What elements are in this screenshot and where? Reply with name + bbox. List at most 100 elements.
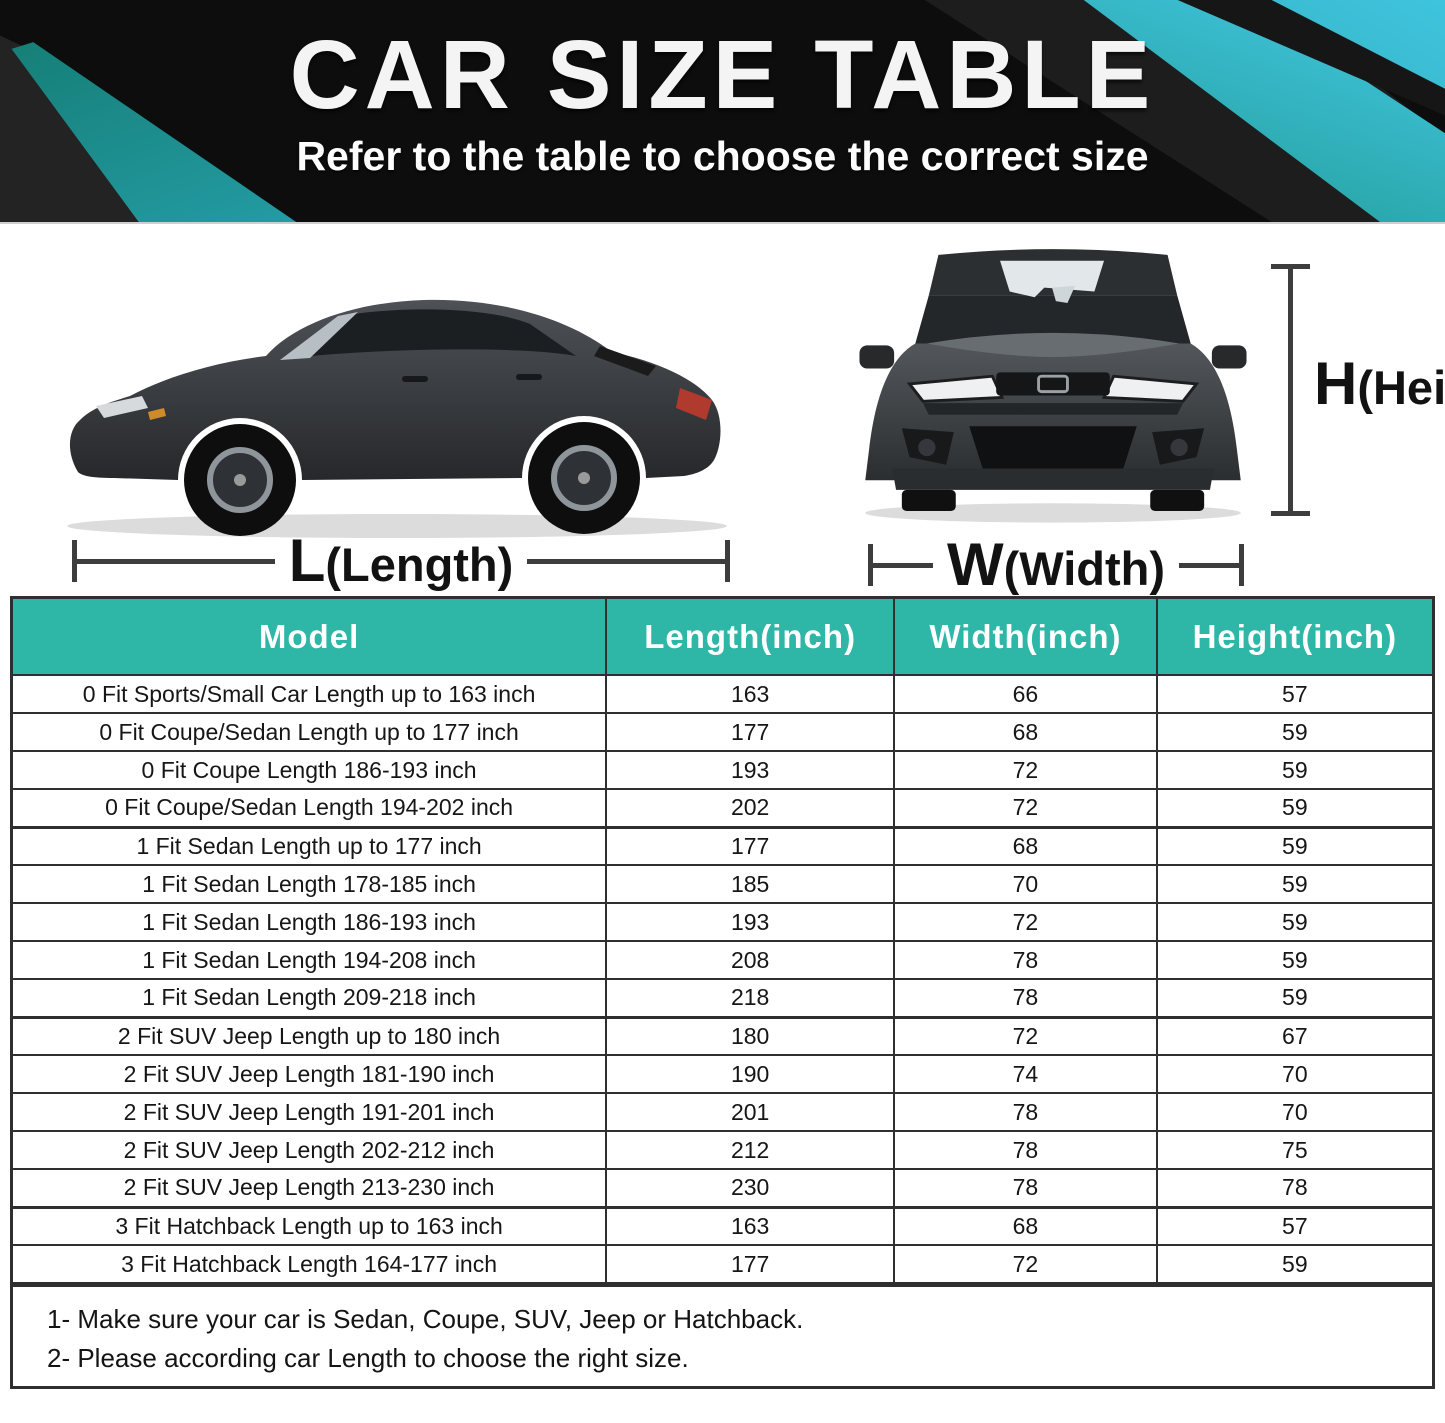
- height-cell: 59: [1155, 902, 1432, 942]
- height-cell: 59: [1155, 788, 1432, 828]
- width-cell: 78: [893, 978, 1158, 1018]
- header-model: Model: [13, 599, 608, 676]
- footnote-1: 1- Make sure your car is Sedan, Coupe, S…: [47, 1304, 804, 1334]
- dimension-line: [873, 562, 933, 568]
- width-label-rest: (Width): [1003, 542, 1166, 595]
- grille-lower-bar: [923, 403, 1183, 415]
- header-height: Height(inch): [1155, 599, 1432, 676]
- model-cell: 1 Fit Sedan Length up to 177 inch: [13, 825, 608, 866]
- length-cell: 177: [605, 1244, 896, 1284]
- left-tire: [901, 489, 956, 512]
- model-cell: 2 Fit SUV Jeep Length 202-212 inch: [13, 1130, 608, 1170]
- width-cell: 72: [893, 902, 1158, 942]
- model-cell: 2 Fit SUV Jeep Length 181-190 inch: [13, 1054, 608, 1094]
- footnotes: 1- Make sure your car is Sedan, Coupe, S…: [13, 1284, 1432, 1386]
- rear-wheel: [528, 422, 640, 534]
- left-mirror: [859, 345, 895, 369]
- hood-highlight: [926, 332, 1180, 357]
- table-row: 0 Fit Sports/Small Car Length up to 163 …: [13, 674, 1432, 714]
- length-cell: 193: [605, 902, 896, 942]
- left-headlight: [906, 374, 1005, 403]
- width-cell: 74: [893, 1054, 1158, 1094]
- table-row: 2 Fit SUV Jeep Length up to 180 inch 180 7…: [13, 1015, 1432, 1056]
- height-label-rest: (Heigth): [1357, 361, 1445, 414]
- height-cell: 75: [1155, 1130, 1432, 1170]
- height-cell: 67: [1155, 1015, 1432, 1056]
- table-row: 1 Fit Sedan Length up to 177 inch 177 68 59: [13, 825, 1432, 866]
- width-cell: 70: [893, 864, 1158, 904]
- right-mirror: [1211, 345, 1247, 369]
- dimension-end-cap: [72, 540, 77, 582]
- model-cell: 0 Fit Coupe Length 186-193 inch: [13, 750, 608, 790]
- model-cell: 1 Fit Sedan Length 186-193 inch: [13, 902, 608, 942]
- header-width: Width(inch): [893, 599, 1158, 676]
- height-cell: 57: [1155, 674, 1432, 714]
- width-cell: 68: [893, 1205, 1158, 1246]
- height-cell: 70: [1155, 1092, 1432, 1132]
- dimension-end-cap: [1271, 264, 1310, 269]
- length-cell: 190: [605, 1054, 896, 1094]
- left-fog-light: [918, 438, 936, 457]
- car-side-view-image: [67, 299, 727, 538]
- width-cell: 78: [893, 1092, 1158, 1132]
- windshield-reflection-small: [1052, 285, 1076, 304]
- model-cell: 2 Fit SUV Jeep Length 191-201 inch: [13, 1092, 608, 1132]
- length-cell: 202: [605, 788, 896, 828]
- car-taillight: [676, 388, 712, 420]
- model-cell: 0 Fit Coupe/Sedan Length up to 177 inch: [13, 712, 608, 752]
- banner: CAR SIZE TABLE Refer to the table to cho…: [0, 0, 1445, 224]
- dimension-end-cap: [1271, 511, 1310, 516]
- length-label-rest: (Length): [325, 538, 514, 591]
- height-cell: 59: [1155, 750, 1432, 790]
- car-spoiler: [594, 346, 656, 376]
- model-cell: 3 Fit Hatchback Length up to 163 inch: [13, 1205, 608, 1246]
- dimension-line: [527, 558, 725, 564]
- length-label: L(Length): [275, 531, 528, 591]
- bumper-lip: [892, 468, 1214, 490]
- width-cell: 68: [893, 712, 1158, 752]
- lower-intake: [969, 426, 1137, 469]
- table-row: 1 Fit Sedan Length 194-208 inch 208 78 59: [13, 940, 1432, 980]
- width-dimension: W(Width): [868, 534, 1244, 596]
- width-cell: 68: [893, 825, 1158, 866]
- dimension-line: [1288, 264, 1293, 516]
- front-wheel: [184, 424, 296, 536]
- model-cell: 0 Fit Sports/Small Car Length up to 163 …: [13, 674, 608, 714]
- table-row: 1 Fit Sedan Length 178-185 inch 185 70 59: [13, 864, 1432, 904]
- height-cell: 70: [1155, 1054, 1432, 1094]
- height-cell: 59: [1155, 825, 1432, 866]
- table-row: 0 Fit Coupe/Sedan Length 194-202 inch 202…: [13, 788, 1432, 828]
- model-cell: 3 Fit Hatchback Length 164-177 inch: [13, 1244, 608, 1284]
- length-cell: 177: [605, 712, 896, 752]
- header-length: Length(inch): [605, 599, 896, 676]
- width-cell: 72: [893, 788, 1158, 828]
- length-dimension: L(Length): [72, 530, 730, 592]
- width-cell: 72: [893, 750, 1158, 790]
- length-cell: 177: [605, 825, 896, 866]
- height-cell: 59: [1155, 712, 1432, 752]
- length-cell: 212: [605, 1130, 896, 1170]
- dimension-line: [1179, 562, 1239, 568]
- car-signal-light: [148, 408, 166, 420]
- car-windshield: [915, 295, 1191, 344]
- height-dimension: H(Heigth): [1271, 264, 1445, 516]
- model-cell: 1 Fit Sedan Length 194-208 inch: [13, 940, 608, 980]
- width-cell: 78: [893, 940, 1158, 980]
- length-cell: 208: [605, 940, 896, 980]
- table-row: 0 Fit Coupe/Sedan Length up to 177 inch 1…: [13, 712, 1432, 752]
- dimension-diagram: L(Length) W(Width) H(Heigth): [0, 224, 1445, 596]
- width-cell: 72: [893, 1015, 1158, 1056]
- page-subtitle: Refer to the table to choose the correct…: [296, 133, 1149, 179]
- height-cell: 57: [1155, 1205, 1432, 1246]
- height-cell: 59: [1155, 864, 1432, 904]
- door-handle: [516, 374, 542, 380]
- length-cell: 193: [605, 750, 896, 790]
- length-label-prefix: L: [288, 527, 326, 594]
- dimension-line: [77, 558, 275, 564]
- table-row: 3 Fit Hatchback Length 164-177 inch 177 72…: [13, 1244, 1432, 1284]
- car-front-view-image: [859, 249, 1247, 523]
- table-row: 1 Fit Sedan Length 186-193 inch 193 72 59: [13, 902, 1432, 942]
- windshield-reflection: [1000, 260, 1105, 298]
- page-title: CAR SIZE TABLE: [289, 20, 1156, 129]
- length-cell: 201: [605, 1092, 896, 1132]
